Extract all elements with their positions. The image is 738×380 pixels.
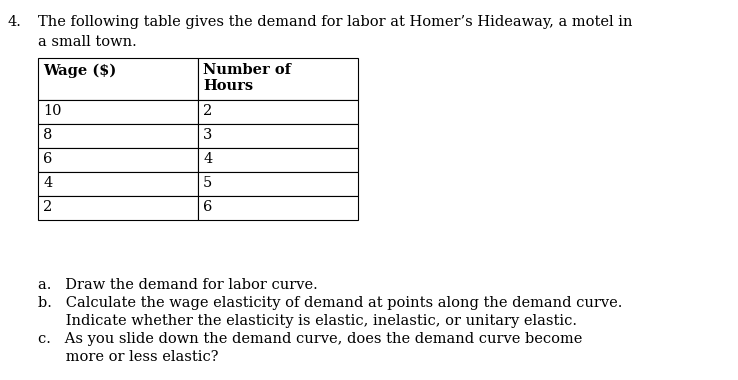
Text: b.   Calculate the wage elasticity of demand at points along the demand curve.: b. Calculate the wage elasticity of dema… <box>38 296 622 310</box>
Text: Number of
Hours: Number of Hours <box>203 63 291 93</box>
Text: c.   As you slide down the demand curve, does the demand curve become: c. As you slide down the demand curve, d… <box>38 332 582 346</box>
Text: 6: 6 <box>203 200 213 214</box>
Text: a small town.: a small town. <box>38 35 137 49</box>
Text: 4: 4 <box>203 152 213 166</box>
Bar <box>198 58 358 100</box>
Text: 4: 4 <box>43 176 52 190</box>
Text: The following table gives the demand for labor at Homer’s Hideaway, a motel in: The following table gives the demand for… <box>38 15 632 29</box>
Text: Wage ($): Wage ($) <box>43 64 117 78</box>
Text: more or less elastic?: more or less elastic? <box>38 350 218 364</box>
Bar <box>198 148 358 172</box>
Bar <box>198 124 358 148</box>
Bar <box>38 148 198 172</box>
Bar <box>38 100 198 124</box>
Text: 8: 8 <box>43 128 52 142</box>
Bar <box>38 172 198 196</box>
Text: 2: 2 <box>203 105 213 118</box>
Bar <box>198 172 358 196</box>
Text: 10: 10 <box>43 105 61 118</box>
Bar <box>38 58 198 100</box>
Bar <box>38 124 198 148</box>
Text: Indicate whether the elasticity is elastic, inelastic, or unitary elastic.: Indicate whether the elasticity is elast… <box>38 314 577 328</box>
Text: 4.: 4. <box>8 15 22 29</box>
Bar <box>38 196 198 220</box>
Bar <box>198 100 358 124</box>
Bar <box>198 196 358 220</box>
Text: a.   Draw the demand for labor curve.: a. Draw the demand for labor curve. <box>38 278 318 292</box>
Text: 3: 3 <box>203 128 213 142</box>
Text: 5: 5 <box>203 176 213 190</box>
Text: 6: 6 <box>43 152 52 166</box>
Text: 2: 2 <box>43 200 52 214</box>
